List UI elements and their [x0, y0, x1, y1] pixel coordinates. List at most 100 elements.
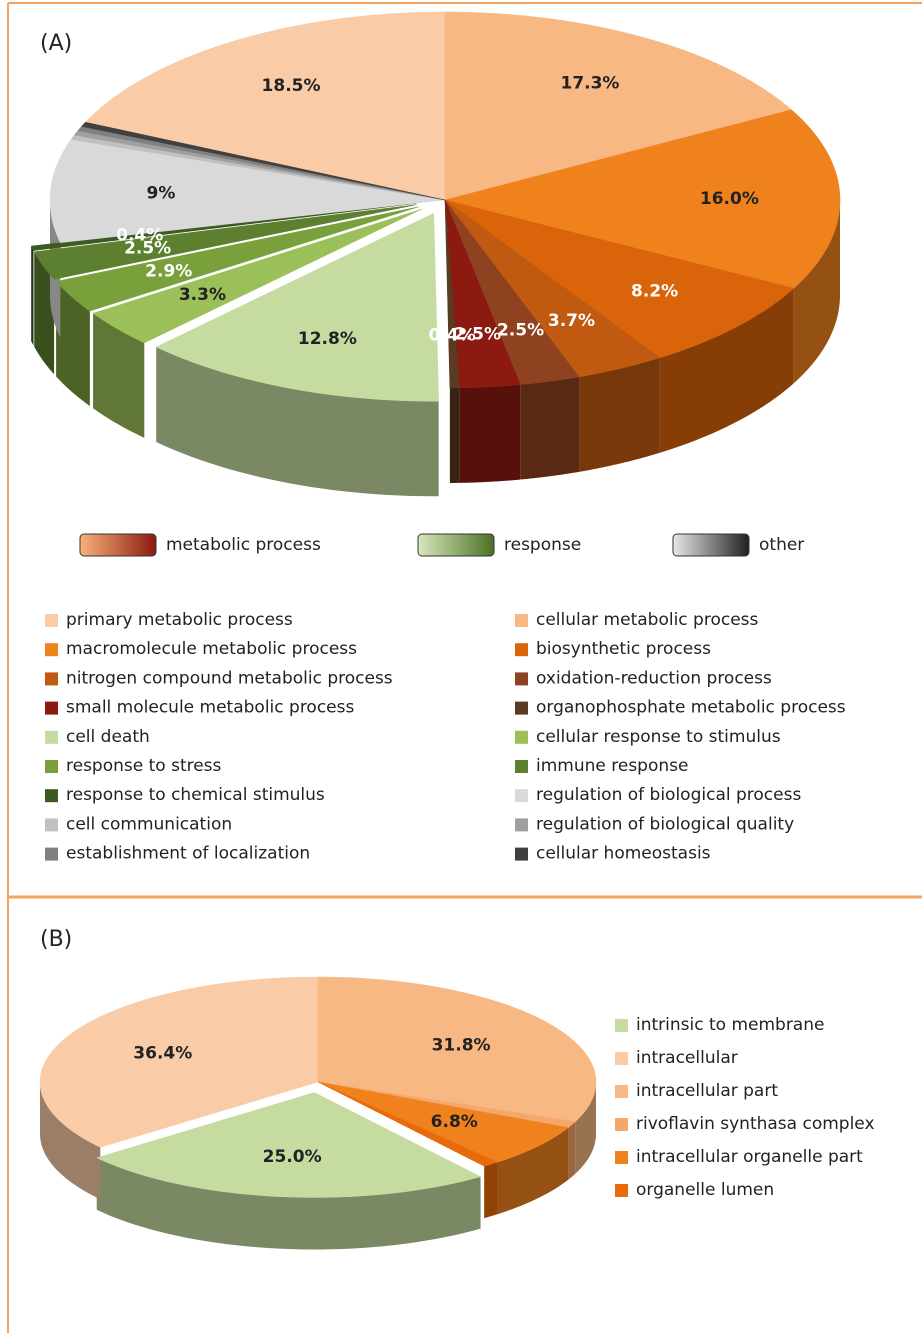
legend-swatch	[45, 643, 58, 657]
legend-label: cellular response to stimulus	[536, 727, 781, 747]
legend-label: cell death	[66, 727, 150, 747]
legend-label: establishment of localization	[66, 844, 310, 864]
slice-side	[659, 288, 794, 453]
legend-label: organophosphate metabolic process	[536, 698, 846, 718]
slice	[81, 121, 446, 201]
slice-labels: 25.0% 36.4% 31.8% 6.8%	[133, 1036, 490, 1167]
slice	[444, 199, 521, 389]
panel-title: (A)	[40, 31, 72, 56]
slice	[317, 1081, 576, 1128]
slice	[317, 1081, 499, 1167]
value-label: 2.5%	[454, 324, 501, 344]
legend-swatch	[615, 1019, 628, 1032]
slice-sides	[31, 200, 840, 497]
legend-label: intracellular organelle part	[636, 1147, 863, 1167]
value-label: 17.3%	[560, 74, 619, 94]
legend-swatch	[515, 730, 528, 744]
slice-side	[459, 384, 521, 483]
legend-label: cellular homeostasis	[536, 844, 711, 864]
legend-swatch	[45, 614, 58, 627]
slice-side	[579, 357, 660, 472]
slice-side	[31, 246, 34, 346]
value-label: 25.0%	[263, 1147, 322, 1167]
value-label: 2.5%	[124, 239, 171, 259]
slice	[96, 1092, 482, 1198]
legend-label: primary metabolic process	[66, 610, 293, 630]
slice-side	[449, 387, 460, 483]
legend-swatch	[515, 614, 528, 627]
value-label: 16.0%	[700, 189, 759, 209]
legend-label: regulation of biological quality	[536, 814, 794, 834]
legend-label: oxidation-reduction process	[536, 668, 772, 688]
group-label: metabolic process	[166, 535, 321, 555]
slice-side	[93, 313, 145, 438]
legend-swatch	[615, 1184, 628, 1197]
slice	[317, 1081, 569, 1163]
legend-swatch	[515, 643, 528, 657]
legend-label: intracellular part	[636, 1081, 778, 1101]
slice	[49, 139, 446, 243]
slice	[444, 199, 661, 378]
slice-sides	[40, 1082, 596, 1250]
value-label: 18.5%	[262, 76, 321, 96]
value-label: 0.4%	[116, 226, 163, 246]
legend-label: organelle lumen	[636, 1180, 774, 1200]
legend-swatch	[515, 701, 528, 715]
slice-side	[575, 1082, 596, 1174]
slice	[39, 976, 319, 1148]
slice	[55, 206, 419, 312]
slice	[30, 203, 416, 251]
legend-swatch	[515, 760, 528, 773]
slice-side	[56, 281, 90, 407]
value-label: 9%	[147, 183, 176, 203]
legend-swatch	[515, 847, 528, 861]
legend-swatch	[45, 789, 58, 803]
legend-swatch	[615, 1085, 628, 1098]
legend-swatch	[515, 672, 528, 686]
legend-label: rivoflavin synthasa complex	[636, 1114, 875, 1134]
legend-label: cell communication	[66, 814, 232, 834]
slice	[317, 976, 597, 1122]
value-label: 2.5%	[497, 320, 544, 340]
legend-swatch	[45, 701, 58, 715]
slice	[33, 204, 417, 280]
value-label: 3.3%	[179, 285, 226, 305]
slice	[444, 199, 460, 389]
legend-label: biosynthetic process	[536, 639, 711, 659]
legend-swatch	[515, 789, 528, 803]
slice-side	[497, 1127, 569, 1215]
slice-side	[568, 1121, 576, 1180]
slice	[444, 199, 795, 359]
group-swatch	[79, 533, 157, 557]
slice-labels: 18.5% 17.3%16.0%8.2%3.7%2.5%2.5%0.4%12.8%…	[116, 74, 759, 349]
legend-swatch	[615, 1151, 628, 1164]
value-label: 3.7%	[548, 311, 595, 331]
legend-label: response to stress	[66, 756, 222, 776]
slice-side	[520, 376, 580, 480]
value-label: 0.4%	[428, 325, 475, 345]
slice-tops	[30, 11, 841, 402]
legend-label: macromolecule metabolic process	[66, 639, 357, 659]
legend-label: small molecule metabolic process	[66, 698, 354, 718]
value-label: 8.2%	[631, 281, 678, 301]
slice-side	[40, 1082, 101, 1200]
group-swatch	[417, 533, 495, 557]
legend-swatch	[45, 672, 58, 686]
legend-swatch	[45, 730, 58, 744]
slice-side	[96, 1157, 481, 1250]
slice	[155, 212, 439, 402]
slice-side	[34, 251, 55, 375]
slice	[92, 208, 422, 344]
group-swatch	[672, 533, 750, 557]
legend-swatch	[45, 760, 58, 773]
legend-label: nitrogen compound metabolic process	[66, 668, 393, 688]
group-label: response	[504, 535, 581, 555]
value-label: 2.9%	[145, 261, 192, 281]
value-label: 6.8%	[431, 1112, 478, 1132]
panel-title: (B)	[40, 927, 72, 952]
legend-swatch	[45, 818, 58, 832]
legend-label: intrinsic to membrane	[636, 1015, 824, 1035]
slice	[84, 11, 446, 201]
value-label: 12.8%	[298, 329, 357, 349]
